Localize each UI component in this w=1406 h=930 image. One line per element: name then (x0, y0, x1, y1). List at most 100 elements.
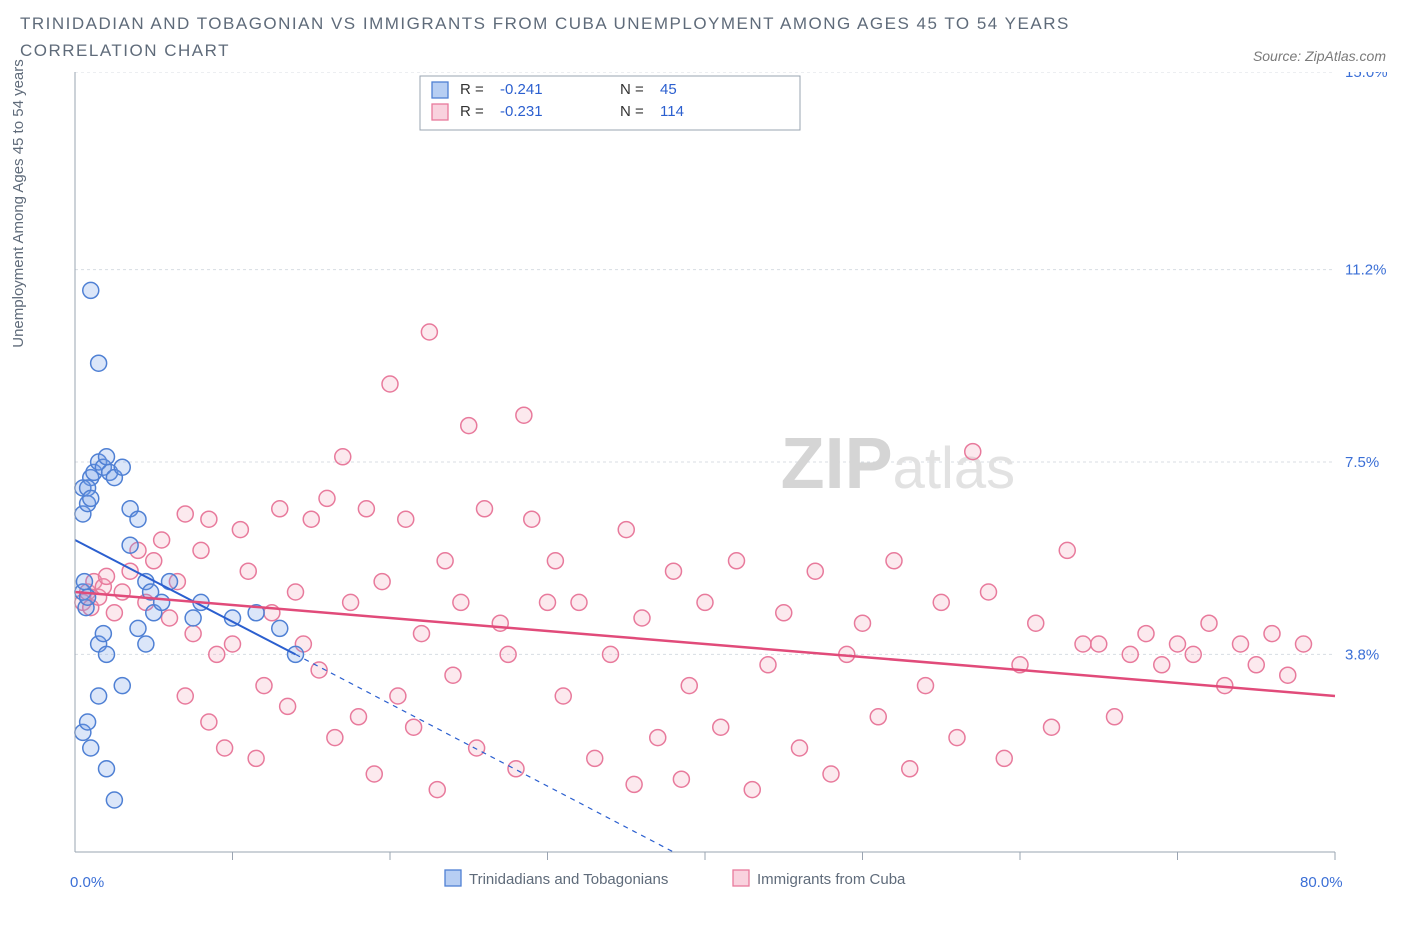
data-point (232, 522, 248, 538)
data-point (981, 584, 997, 600)
data-point (240, 564, 256, 580)
data-point (729, 553, 745, 569)
legend-swatch (432, 82, 448, 98)
data-point (437, 553, 453, 569)
data-point (76, 574, 92, 590)
data-point (256, 678, 272, 694)
data-point (1170, 636, 1186, 652)
data-point (886, 553, 902, 569)
y-tick-label: 15.0% (1345, 72, 1388, 81)
data-point (1154, 657, 1170, 673)
data-point (99, 449, 115, 465)
data-point (500, 647, 516, 663)
data-point (547, 553, 563, 569)
y-axis-label: Unemployment Among Ages 45 to 54 years (10, 60, 27, 349)
x-max-label: 80.0% (1300, 874, 1343, 891)
data-point (1091, 636, 1107, 652)
data-point (713, 720, 729, 736)
data-point (185, 626, 201, 642)
data-point (1028, 616, 1044, 632)
data-point (618, 522, 634, 538)
source-attribution: Source: ZipAtlas.com (1253, 48, 1386, 64)
bottom-legend-swatch (733, 870, 749, 886)
data-point (587, 751, 603, 767)
data-point (99, 569, 115, 585)
data-point (555, 688, 571, 704)
data-point (516, 408, 532, 424)
data-point (1122, 647, 1138, 663)
chart-container: Unemployment Among Ages 45 to 54 years 3… (20, 72, 1386, 912)
data-point (823, 766, 839, 782)
y-tick-label: 3.8% (1345, 647, 1379, 664)
data-point (666, 564, 682, 580)
data-point (351, 709, 367, 725)
data-point (343, 595, 359, 611)
data-point (193, 543, 209, 559)
data-point (154, 532, 170, 548)
data-point (453, 595, 469, 611)
data-point (83, 740, 99, 756)
data-point (114, 678, 130, 694)
data-point (272, 621, 288, 637)
x-min-label: 0.0% (70, 874, 104, 891)
series-cuba (75, 324, 1312, 798)
data-point (303, 512, 319, 528)
data-point (130, 621, 146, 637)
data-point (327, 730, 343, 746)
data-point (217, 740, 233, 756)
legend-swatch (432, 104, 448, 120)
data-point (1280, 668, 1296, 684)
data-point (1185, 647, 1201, 663)
data-point (540, 595, 556, 611)
data-point (382, 376, 398, 392)
data-point (177, 688, 193, 704)
data-point (855, 616, 871, 632)
data-point (965, 444, 981, 460)
data-point (421, 324, 437, 340)
data-point (146, 553, 162, 569)
data-point (114, 460, 130, 476)
data-point (603, 647, 619, 663)
bottom-legend-label: Immigrants from Cuba (757, 871, 906, 888)
data-point (201, 714, 217, 730)
data-point (248, 751, 264, 767)
data-point (626, 777, 642, 793)
data-point (461, 418, 477, 434)
legend-n-label: N = (620, 81, 644, 98)
data-point (91, 356, 107, 372)
data-point (177, 506, 193, 522)
data-point (106, 792, 122, 808)
data-point (225, 636, 241, 652)
data-point (406, 720, 422, 736)
data-point (366, 766, 382, 782)
data-point (80, 714, 96, 730)
legend-r-label: R = (460, 81, 484, 98)
series-tt (75, 283, 304, 809)
data-point (1138, 626, 1154, 642)
data-point (390, 688, 406, 704)
data-point (445, 668, 461, 684)
data-point (138, 636, 154, 652)
y-tick-label: 11.2% (1345, 262, 1386, 279)
data-point (374, 574, 390, 590)
data-point (1296, 636, 1312, 652)
data-point (571, 595, 587, 611)
data-point (358, 501, 374, 517)
data-point (1075, 636, 1091, 652)
data-point (776, 605, 792, 621)
data-point (95, 626, 111, 642)
data-point (335, 449, 351, 465)
bottom-legend-swatch (445, 870, 461, 886)
data-point (933, 595, 949, 611)
data-point (744, 782, 760, 798)
data-point (414, 626, 430, 642)
data-point (697, 595, 713, 611)
data-point (1201, 616, 1217, 632)
data-point (201, 512, 217, 528)
scatter-chart: 3.8%7.5%11.2%15.0%ZIPatlasR =-0.241N =45… (20, 72, 1400, 912)
data-point (106, 605, 122, 621)
data-point (83, 491, 99, 507)
data-point (130, 512, 146, 528)
data-point (681, 678, 697, 694)
data-point (949, 730, 965, 746)
